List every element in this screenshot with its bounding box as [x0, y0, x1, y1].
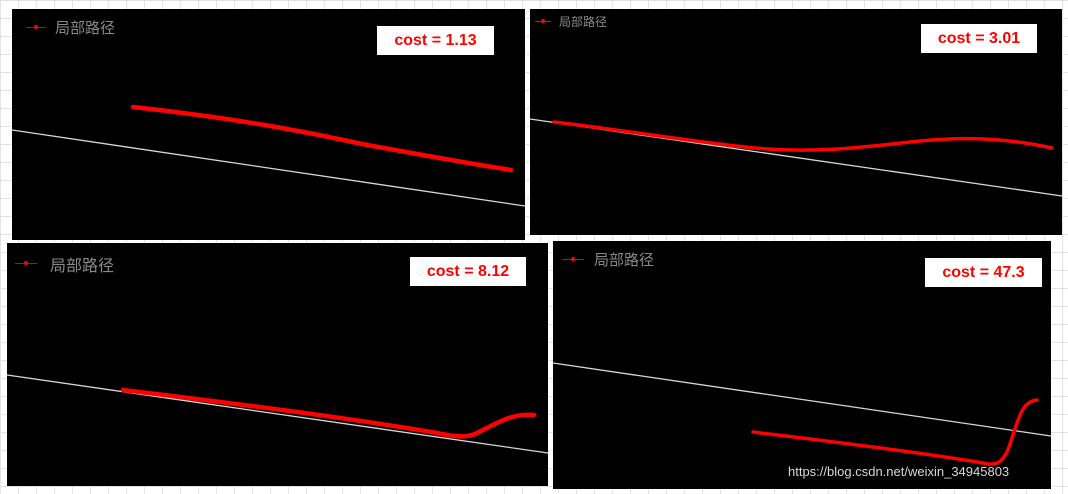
reference-line	[12, 129, 525, 207]
path-plot-panel-3: 局部路径 cost = 8.12	[7, 243, 548, 486]
plot-canvas-3	[7, 374, 548, 454]
cost-label: cost = 8.12	[410, 257, 526, 286]
reference-line	[553, 362, 1051, 437]
legend-label: 局部路径	[559, 15, 608, 29]
plot-canvas-4	[553, 362, 1051, 466]
legend-label: 局部路径	[55, 19, 116, 37]
legend: 局部路径	[26, 17, 115, 38]
watermark-url: https://blog.csdn.net/weixin_34945803	[788, 464, 1010, 479]
local-path-curve	[130, 104, 514, 173]
plot-canvas-1	[12, 104, 525, 207]
cost-label: cost = 47.3	[925, 258, 1042, 287]
legend: 局部路径	[535, 13, 607, 30]
red-line-marker-icon	[26, 23, 46, 33]
plot-canvas-2	[530, 118, 1062, 197]
path-plot-panel-4: 局部路径 cost = 47.3	[553, 241, 1051, 489]
cost-label: cost = 1.13	[377, 26, 494, 55]
path-plot-panel-1: 局部路径 cost = 1.13	[12, 9, 525, 240]
red-line-marker-icon	[15, 259, 37, 269]
path-plot-panel-2: 局部路径 cost = 3.01	[530, 9, 1062, 235]
cost-label: cost = 3.01	[921, 24, 1037, 53]
legend-label: 局部路径	[594, 251, 655, 269]
local-path-curve	[120, 387, 537, 439]
legend: 局部路径	[15, 252, 114, 276]
reference-line	[7, 374, 548, 454]
red-line-marker-icon	[535, 17, 551, 27]
legend: 局部路径	[562, 249, 654, 270]
red-line-marker-icon	[562, 255, 584, 265]
local-path-curve	[552, 120, 1054, 152]
local-path-curve	[751, 398, 1039, 466]
legend-label: 局部路径	[50, 256, 115, 275]
